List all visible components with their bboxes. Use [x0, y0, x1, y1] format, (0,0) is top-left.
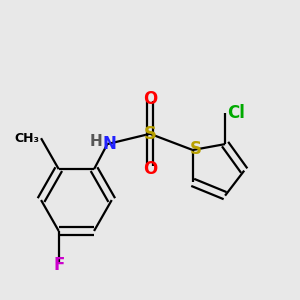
- Text: O: O: [143, 160, 157, 178]
- Text: O: O: [143, 90, 157, 108]
- Text: S: S: [190, 140, 202, 158]
- Text: Cl: Cl: [227, 104, 245, 122]
- Text: F: F: [53, 256, 64, 274]
- Text: H: H: [89, 134, 102, 149]
- Text: S: S: [143, 125, 157, 143]
- Text: N: N: [103, 135, 117, 153]
- Text: CH₃: CH₃: [15, 132, 40, 145]
